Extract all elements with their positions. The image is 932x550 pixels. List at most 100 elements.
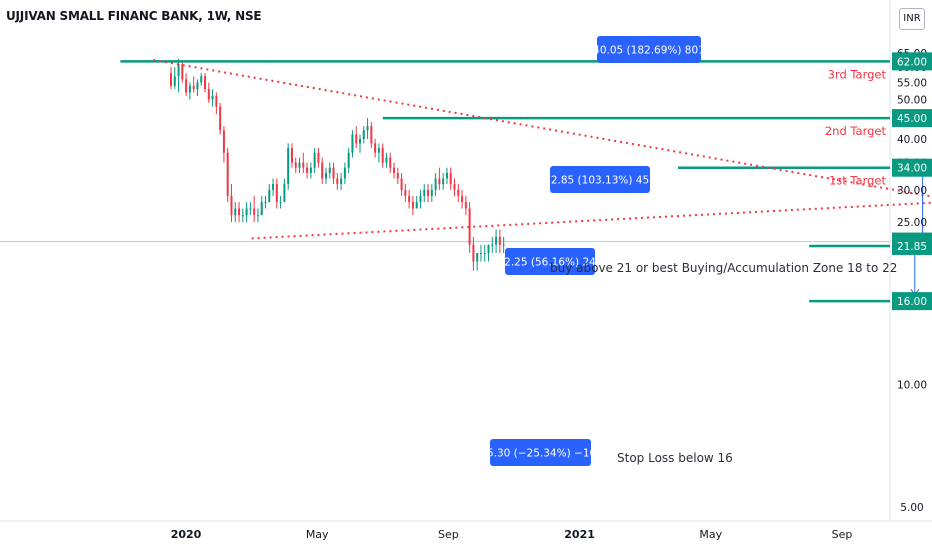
candle-body [173,76,176,86]
candle-body [423,189,426,196]
candle-body [445,172,448,179]
y-tick-label: 5.00 [900,502,923,514]
annotation-4: Stop Loss below 16 [617,451,733,465]
candle-body [306,167,309,173]
candle-body [464,202,467,209]
candle-body [457,189,460,196]
candle-body [249,208,252,210]
x-tick-label: Sep [438,528,459,541]
candle-body [275,184,278,203]
candle-body [170,73,172,86]
measure-label-3: −5.30 (−25.34%) −106 [478,448,603,460]
price-label-4: 21.85 [897,241,927,253]
candle-body [215,95,218,107]
candle-body [226,152,229,196]
y-tick-label: 10.00 [897,379,927,391]
candle-body [366,126,369,131]
candle-body [385,157,388,163]
candle-body [211,95,214,100]
candle-body [427,189,430,196]
candle-body [177,64,180,77]
candle-body [400,178,403,190]
measure-label-2: 40.05 (182.69%) 801 [593,45,705,57]
candle-body [381,148,384,163]
price-label-1: 45.00 [897,113,927,125]
candle-body [219,106,222,131]
y-tick-label: 40.00 [897,134,927,146]
candle-body [253,208,256,216]
candle-body [256,215,259,217]
y-tick-label: 25.00 [897,217,927,229]
candle-body [222,130,225,153]
measure-box-1 [550,166,650,193]
x-tick-label: Sep [832,528,853,541]
candle-body [487,244,490,253]
candle-body [317,152,320,163]
candle-body [181,64,184,80]
measure-label-1: 22.85 (103.13%) 457 [544,175,656,187]
candle-body [449,172,452,185]
price-label-0: 62.00 [897,56,927,68]
candle-body [461,195,464,203]
x-tick-label: May [699,528,722,541]
candle-body [340,178,343,185]
candle-body [370,126,373,144]
candle-body [415,202,418,209]
price-label-box-2 [892,158,932,177]
candle-body [324,172,327,179]
candle-body [283,184,286,203]
candle-body [396,172,399,179]
y-tick-label: 55.00 [897,78,927,90]
measure-box-2 [597,36,701,63]
annotation-1: 2nd Target [825,124,887,138]
candle-body [468,208,471,245]
candle-body [188,85,191,93]
candle-body [328,167,331,173]
candle-body [498,236,501,245]
candle-body [204,76,207,90]
chart-title: UJJIVAN SMALL FINANC BANK, 1W, NSE [6,9,262,23]
candle-body [453,184,456,190]
candle-body [408,195,411,203]
candle-body [196,82,199,90]
candle-body [389,157,392,168]
candle-body [192,85,195,90]
measure-box-3 [490,439,591,466]
price-label-box-5 [892,292,932,311]
candle-body [241,215,244,217]
x-tick-label: May [306,528,329,541]
candle-body [438,178,441,185]
y-tick-label: 30.00 [897,185,927,197]
candle-body [343,167,346,179]
candle-body [302,162,305,168]
annotation-2: 1st Target [829,174,887,188]
candle-body [313,152,316,168]
candle-body [434,178,437,190]
candle-body [264,202,267,204]
candle-body [336,178,339,185]
candle-body [309,167,312,173]
candle-body [377,148,380,153]
candle-body [230,195,233,216]
price-label-box-1 [892,109,932,128]
price-label-box-0 [892,52,932,71]
candle-body [393,167,396,173]
price-label-box-4 [892,236,932,255]
candle-body [245,208,248,216]
candle-body [268,189,271,203]
currency-button[interactable]: INR [899,8,925,30]
candle-body [479,252,482,254]
candle-body [502,244,505,246]
trendline-1 [251,201,932,240]
annotation-3: buy above 21 or best Buying/Accumulation… [550,261,897,275]
candle-body [294,162,297,168]
candle-body [185,79,188,93]
candle-body [287,148,290,185]
candle-body [200,76,203,83]
candle-body [411,202,414,209]
candle-body [419,195,422,203]
candle-body [362,130,365,139]
candle-body [279,202,282,204]
candle-body [491,244,494,246]
